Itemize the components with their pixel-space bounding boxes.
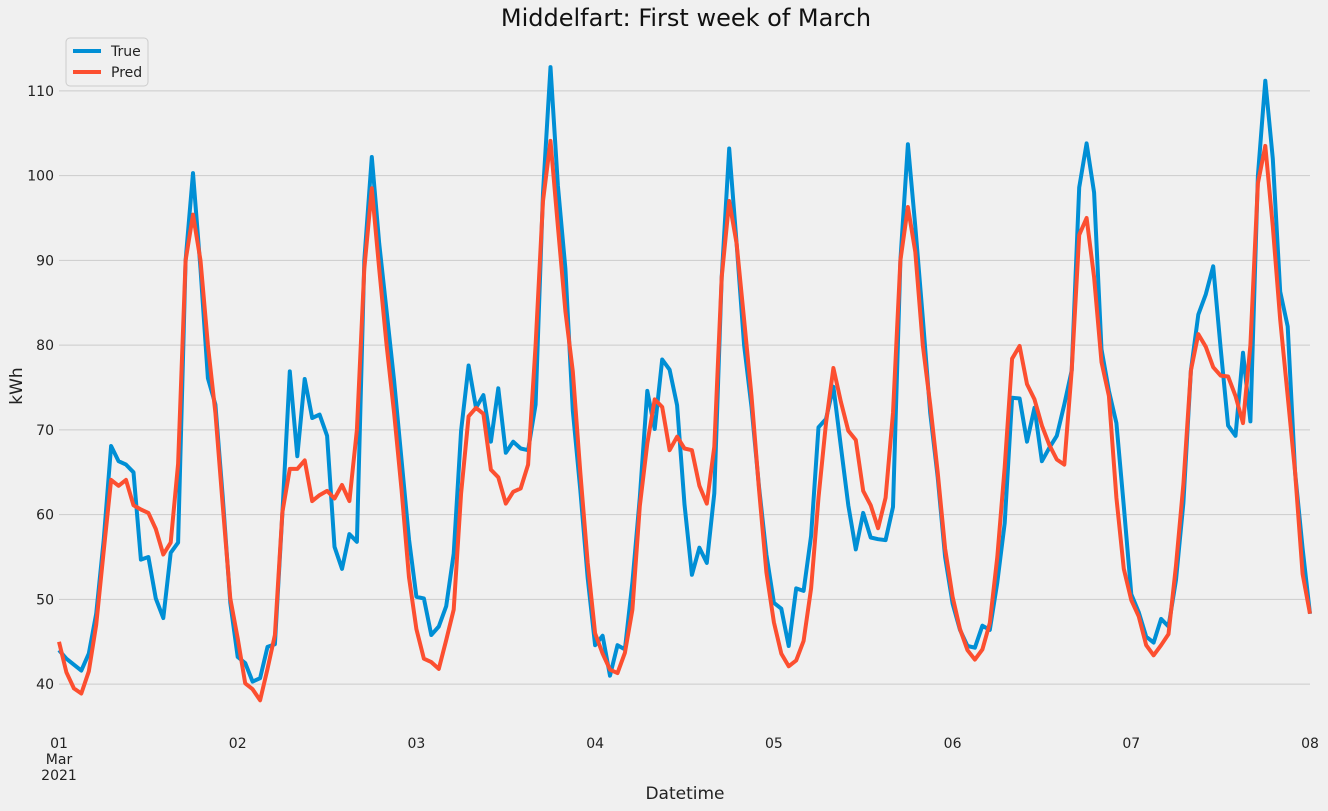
y-tick-label: 70 xyxy=(36,423,54,439)
x-tick-label: 07 xyxy=(1122,736,1140,752)
x-tick-label: 04 xyxy=(586,736,604,752)
x-tick-label: 08 xyxy=(1301,736,1319,752)
y-tick-label: 60 xyxy=(36,508,54,524)
y-tick-label: 80 xyxy=(36,338,54,354)
series-group xyxy=(57,65,1312,703)
y-tick-labels: 40 50 60 70 80 90 100 110 xyxy=(27,84,54,693)
x-tick-label: 01 xyxy=(50,736,68,752)
x-tick-label: 03 xyxy=(408,736,426,752)
legend-label-pred: Pred xyxy=(111,65,142,81)
y-tick-label: 100 xyxy=(27,169,54,185)
y-axis-label: kWh xyxy=(7,367,27,404)
y-tick-label: 40 xyxy=(36,677,54,693)
x-tick-label: 06 xyxy=(944,736,962,752)
y-tick-label: 90 xyxy=(36,253,54,269)
series-line-true xyxy=(57,65,1312,684)
y-tick-label: 50 xyxy=(36,592,54,608)
x-tick-label: 05 xyxy=(765,736,783,752)
legend-label-true: True xyxy=(110,44,141,60)
series-line-pred xyxy=(57,138,1312,703)
x-tick-sublabel: 2021 xyxy=(41,768,77,784)
x-axis-label: Datetime xyxy=(645,784,724,804)
grid xyxy=(59,90,1310,685)
legend: True Pred xyxy=(65,37,149,87)
x-tick-label: 02 xyxy=(229,736,247,752)
y-tick-label: 110 xyxy=(27,84,54,100)
chart-title: Middelfart: First week of March xyxy=(501,4,871,32)
x-tick-sublabel: Mar xyxy=(46,752,73,768)
